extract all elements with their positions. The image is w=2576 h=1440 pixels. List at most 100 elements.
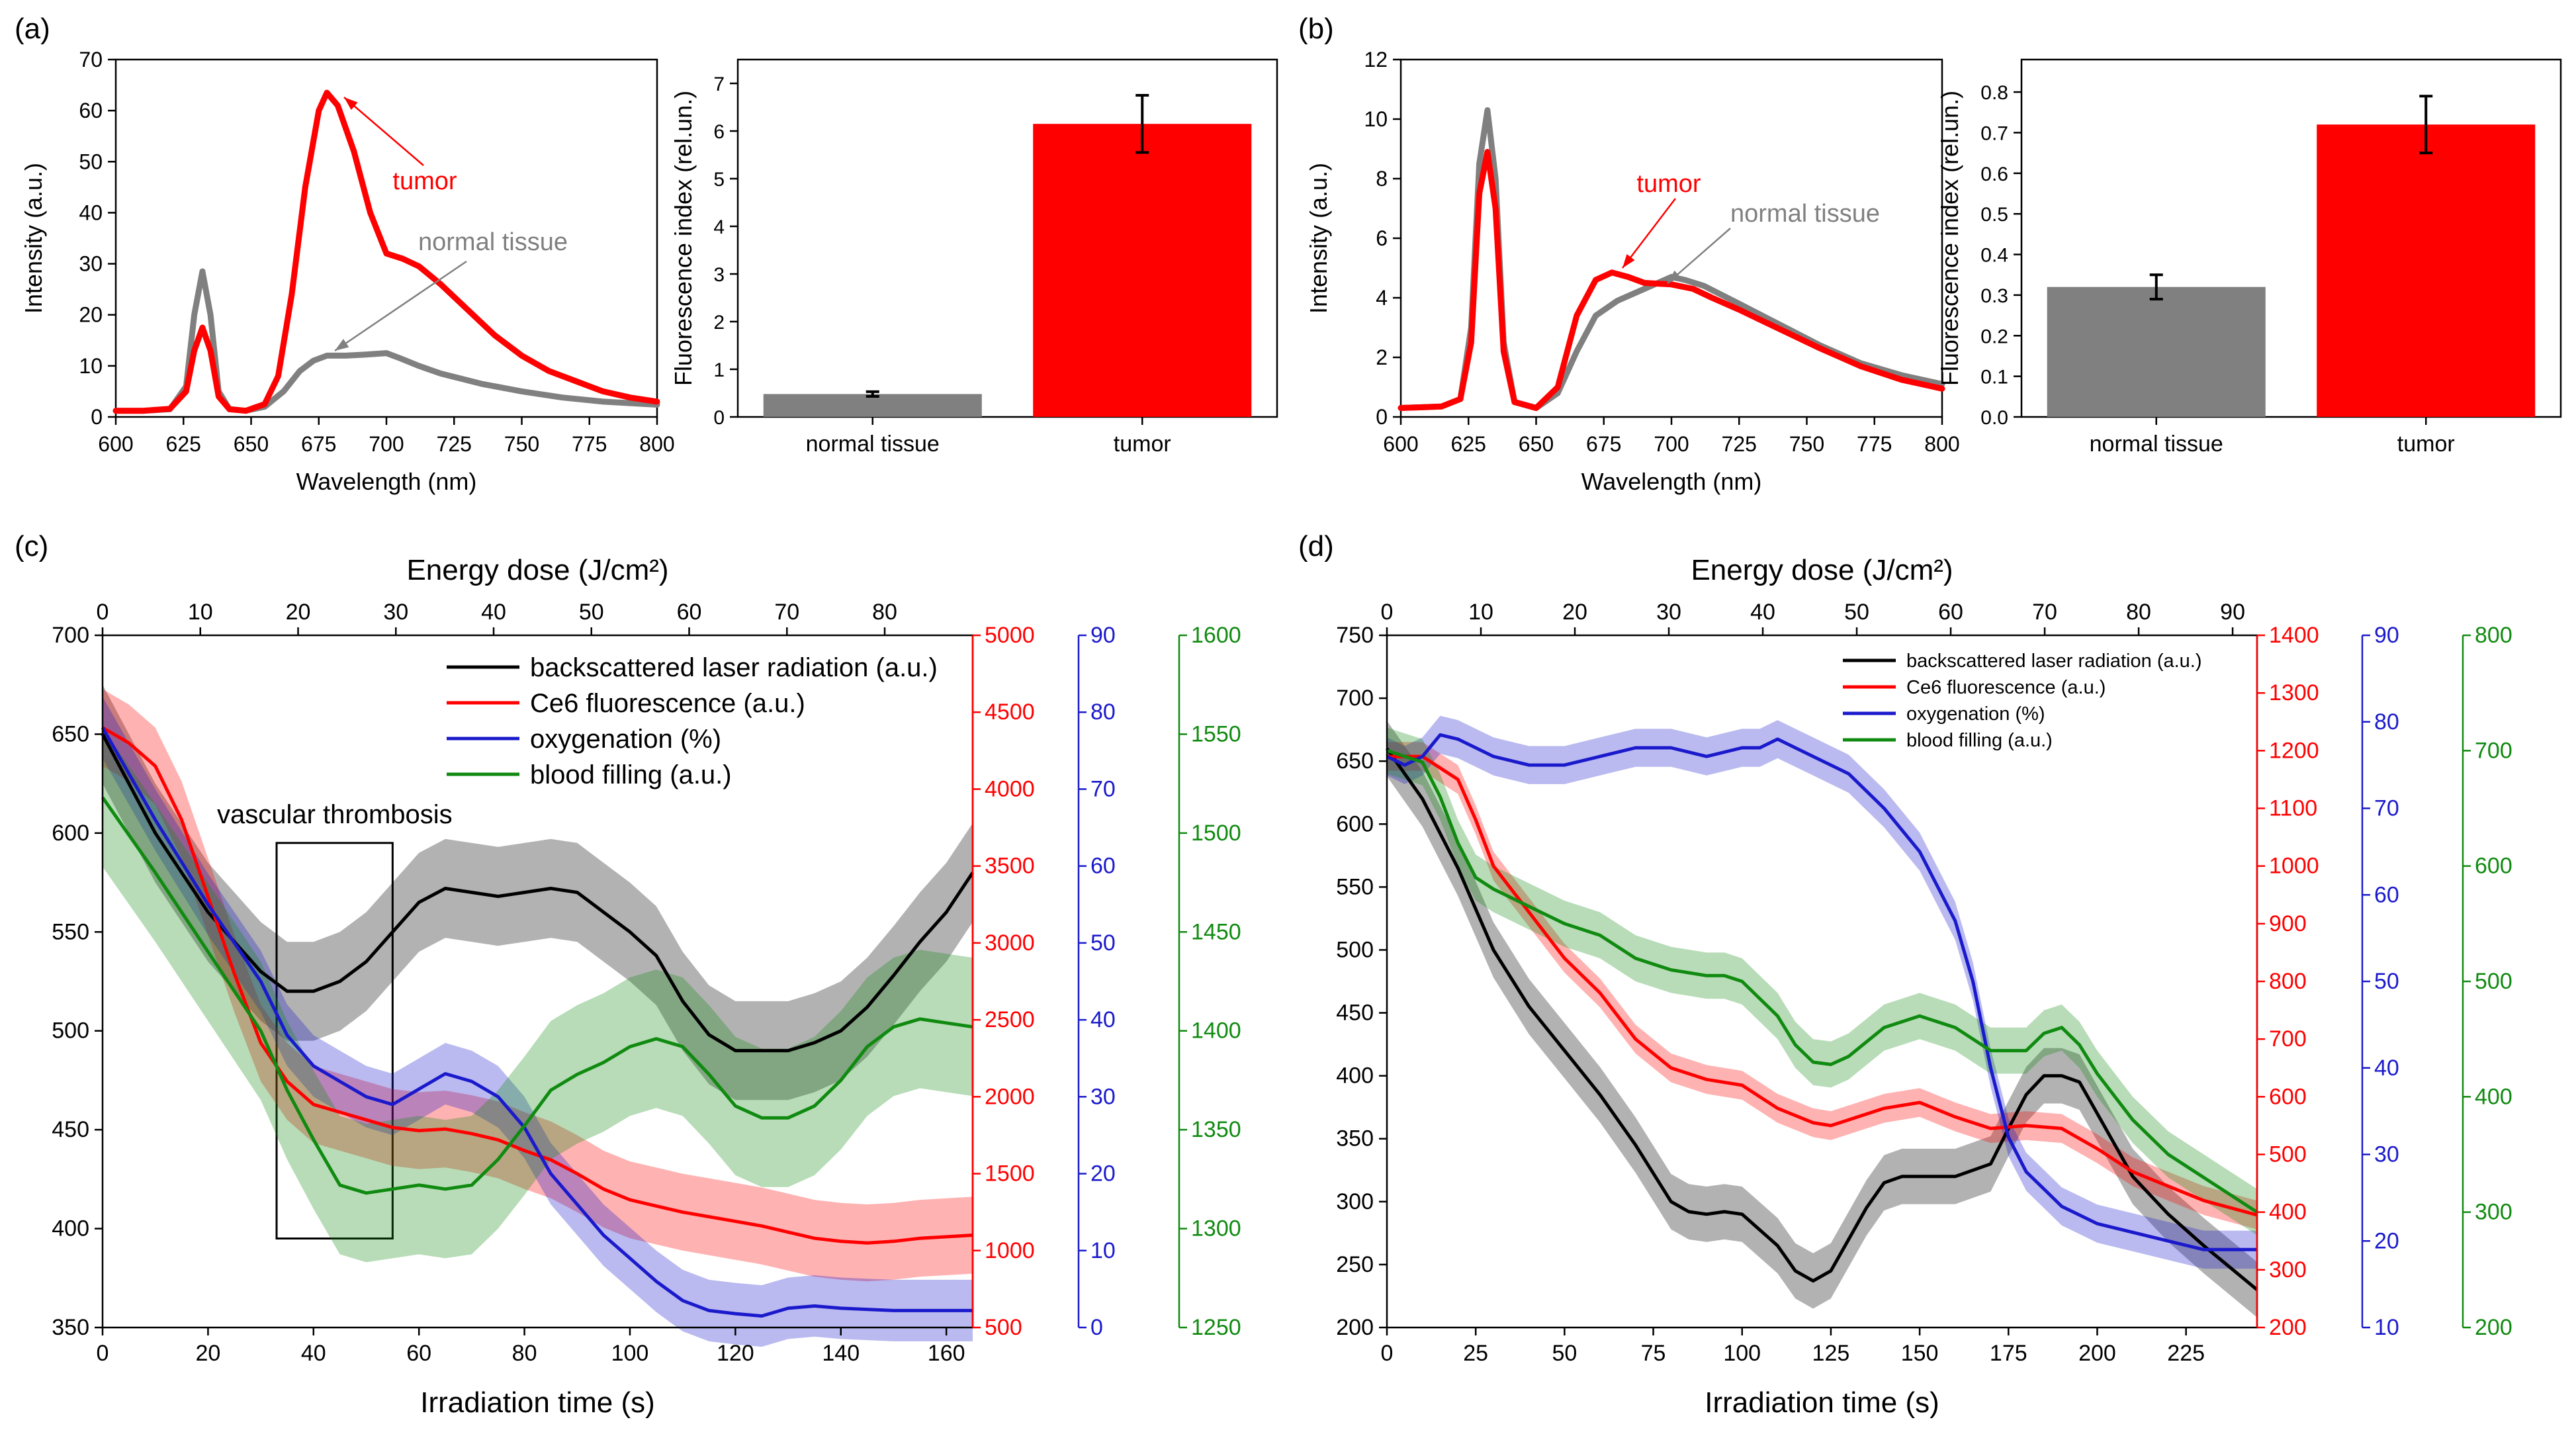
y-left-tick-label: 350 <box>52 1315 89 1340</box>
top-tick-label: 50 <box>1844 600 1869 625</box>
x-tick-label: 625 <box>1451 432 1486 456</box>
y-axis-label: Intensity (a.u.) <box>20 163 47 314</box>
y-tick-label-red: 3000 <box>985 930 1035 956</box>
annotation-arrow <box>1667 228 1731 284</box>
panel-label-b: (b) <box>1298 13 1334 45</box>
x-tick-label: 140 <box>822 1341 860 1366</box>
y-tick-label-green: 400 <box>2475 1084 2512 1109</box>
y-tick-label-red: 800 <box>2269 969 2307 994</box>
top-axis-title: Energy dose (J/cm²) <box>1691 554 1953 586</box>
y-tick-label-blue: 50 <box>2374 969 2399 994</box>
x-tick-label: 80 <box>512 1341 537 1366</box>
top-tick-label: 70 <box>2032 600 2057 625</box>
x-tick-label: 750 <box>504 432 539 456</box>
y-left-tick-label: 450 <box>1336 1001 1374 1026</box>
annotation-label: normal tissue <box>418 228 568 256</box>
series-line-blue <box>101 727 973 1318</box>
x-tick-label: 775 <box>572 432 607 456</box>
annotation-arrow <box>1622 198 1676 269</box>
y-tick-label: 20 <box>79 303 103 327</box>
x-tick-label: 775 <box>1857 432 1892 456</box>
confidence-band-red <box>103 689 973 1282</box>
series-line-tumor <box>1398 149 1945 411</box>
series-line-black <box>101 733 975 1053</box>
x-tick-label: 200 <box>2078 1341 2116 1366</box>
x-tick-label: 100 <box>1723 1341 1761 1366</box>
y-left-tick-label: 700 <box>52 623 89 648</box>
y-tick-label-green: 500 <box>2475 969 2512 994</box>
top-tick-label: 40 <box>481 600 506 625</box>
panel-a-bar-chart: 0 1 2 3 4 5 6 7 Fluorescence index (rel.un.) norm… <box>670 58 1278 457</box>
series-line-green <box>101 796 973 1195</box>
x-tick-label: 50 <box>1552 1341 1577 1366</box>
annotation-label: tumor <box>1636 170 1701 198</box>
confidence-band-red <box>1387 742 2257 1230</box>
top-tick-label: 20 <box>286 600 311 625</box>
x-tick-label: 75 <box>1641 1341 1666 1366</box>
y-tick-label: 1 <box>713 359 725 381</box>
y-axis-label: Fluorescence index (rel.un.) <box>670 91 697 386</box>
y-tick-label-blue: 20 <box>1090 1161 1116 1187</box>
y-tick-label: 8 <box>1376 167 1388 191</box>
y-tick-label-blue: 80 <box>1090 699 1116 725</box>
annotation-arrowhead <box>344 97 358 111</box>
bar-normal-tissue <box>2047 287 2266 417</box>
y-tick-label: 40 <box>79 201 103 224</box>
y-left-tick-label: 650 <box>1336 748 1374 774</box>
y-tick-label: 0.4 <box>1980 245 2008 267</box>
annotation-label: tumor <box>392 167 457 195</box>
x-tick-label: 20 <box>195 1341 220 1366</box>
y-left-tick-label: 750 <box>1336 623 1374 648</box>
y-tick-label-blue: 60 <box>2374 882 2399 907</box>
y-left-tick-label: 350 <box>1336 1126 1374 1151</box>
y-tick-label: 30 <box>79 252 103 276</box>
x-tick-label: 0 <box>97 1341 109 1366</box>
y-tick-label: 0 <box>91 405 103 429</box>
y-tick-label-red: 300 <box>2269 1257 2307 1282</box>
y-left-tick-label: 450 <box>52 1117 89 1142</box>
y-left-tick-label: 500 <box>52 1018 89 1044</box>
series-line-green <box>1386 748 2258 1214</box>
top-tick-label: 20 <box>1562 600 1587 625</box>
y-tick-label: 50 <box>79 150 103 173</box>
y-tick-label-green: 1600 <box>1191 623 1241 648</box>
plot-frame <box>2020 58 2562 418</box>
y-tick-label-green: 1350 <box>1191 1117 1241 1142</box>
x-tick-label: 600 <box>98 432 133 456</box>
x-tick-label: 725 <box>1722 432 1757 456</box>
bar-tumor <box>2317 124 2536 417</box>
x-tick-label: 725 <box>437 432 472 456</box>
x-axis-label: Irradiation time (s) <box>1705 1386 1939 1419</box>
panel-a-spectrum-chart: 600 625 650 675 700 725 750 775 800 0 10 20 30 40 50 60… <box>20 48 675 495</box>
x-tick-label: 700 <box>1654 432 1689 456</box>
y-tick-label: 4 <box>1376 286 1388 310</box>
panel-label-a: (a) <box>15 13 50 45</box>
y-tick-label: 2 <box>1376 345 1388 369</box>
x-tick-label: 60 <box>406 1341 431 1366</box>
top-tick-label: 10 <box>188 600 213 625</box>
y-tick-label-red: 5000 <box>985 623 1035 648</box>
y-tick-label-green: 1550 <box>1191 721 1241 746</box>
y-tick-label-blue: 50 <box>1090 930 1116 956</box>
y-left-tick-label: 550 <box>1336 874 1374 899</box>
y-tick-label-blue: 40 <box>2374 1056 2399 1081</box>
y-tick-label-green: 1450 <box>1191 919 1241 944</box>
y-tick-label-green: 1300 <box>1191 1216 1241 1241</box>
y-tick-label: 2 <box>713 312 725 334</box>
y-left-tick-label: 600 <box>52 821 89 846</box>
y-tick-label-blue: 30 <box>2374 1142 2399 1167</box>
confidence-band-green <box>103 728 973 1263</box>
y-left-tick-label: 300 <box>1336 1189 1374 1214</box>
legend-label: Ce6 fluorescence (a.u.) <box>1906 677 2106 698</box>
legend-label: backscattered laser radiation (a.u.) <box>1906 651 2202 672</box>
y-tick-label-red: 1400 <box>2269 623 2319 648</box>
y-tick-label: 0 <box>713 407 725 429</box>
top-tick-label: 0 <box>1381 600 1394 625</box>
y-tick-label: 6 <box>1376 226 1388 250</box>
y-tick-label: 6 <box>713 121 725 143</box>
legend-label: backscattered laser radiation (a.u.) <box>530 653 938 682</box>
x-tick-label: 0 <box>1381 1341 1394 1366</box>
y-tick-label: 0.0 <box>1980 407 2008 429</box>
y-tick-label-red: 2500 <box>985 1007 1035 1032</box>
